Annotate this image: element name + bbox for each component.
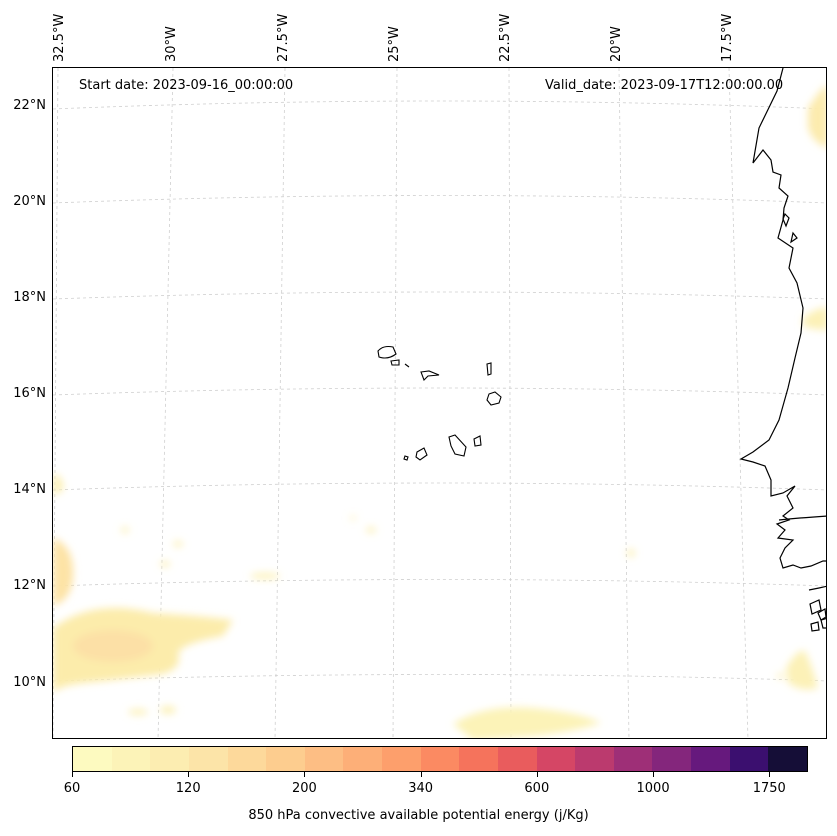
lat-label-22n: 22°N — [13, 98, 46, 113]
colorbar-segment — [304, 747, 344, 771]
lat-label-18n: 18°N — [13, 290, 46, 305]
colorbar-tick — [536, 772, 538, 777]
colorbar-tick-label: 340 — [408, 781, 434, 796]
cape-west-small — [53, 473, 64, 496]
lon-label-17-5w: 17.5°W — [720, 13, 735, 62]
colorbar-tick — [72, 772, 73, 777]
colorbar — [72, 746, 808, 772]
colorbar-tick — [769, 772, 771, 777]
colorbar-segment — [536, 747, 576, 771]
colorbar-segment — [497, 747, 537, 771]
map-canvas — [53, 68, 826, 738]
cape-shading — [53, 85, 826, 738]
lat-label-16n: 16°N — [13, 386, 46, 401]
lon-label-22-5w: 22.5°W — [498, 13, 513, 62]
colorbar-segment — [382, 747, 421, 771]
cape-west-edge-blob — [53, 538, 74, 606]
cape-east-coast-blob — [803, 307, 826, 330]
colorbar-segment — [111, 747, 151, 771]
colorbar-segment — [188, 747, 228, 771]
lon-label-20w: 20°W — [609, 26, 624, 62]
colorbar-tick — [653, 772, 655, 777]
cape-southwest-core — [73, 630, 153, 662]
lat-label-14n: 14°N — [13, 482, 46, 497]
lon-label-30w: 30°W — [164, 26, 179, 62]
colorbar-segment — [459, 747, 498, 771]
colorbar-segment — [227, 747, 267, 771]
colorbar-segment — [73, 747, 112, 771]
colorbar-segment — [150, 747, 189, 771]
colorbar-tick — [420, 772, 422, 777]
colorbar-tick-label: 1000 — [636, 781, 670, 796]
colorbar-segment — [652, 747, 691, 771]
lat-label-12n: 12°N — [13, 578, 46, 593]
colorbar-segment — [729, 747, 769, 771]
cape-south-blob — [453, 707, 601, 738]
colorbar-segment — [343, 747, 382, 771]
colorbar-tick-label: 1750 — [752, 781, 786, 796]
colorbar-title: 850 hPa convective available potential e… — [248, 808, 589, 823]
lon-label-32-5w: 32.5°W — [52, 13, 67, 62]
valid-date-label: Valid_date: 2023-09-17T12:00:00.00 — [545, 78, 784, 93]
africa-coastline — [739, 68, 826, 632]
cape-verde-islands — [377, 345, 502, 461]
colorbar-segment — [420, 747, 460, 771]
colorbar-segment — [691, 747, 730, 771]
colorbar-tick-label: 120 — [175, 781, 201, 796]
colorbar-tick — [304, 772, 306, 777]
cape-northeast-blob — [808, 85, 826, 148]
colorbar-segment — [613, 747, 653, 771]
colorbar-segment — [575, 747, 614, 771]
start-date-label: Start date: 2023-09-16_00:00:00 — [79, 78, 294, 93]
colorbar-tick — [188, 772, 190, 777]
lon-label-25w: 25°W — [387, 26, 402, 62]
colorbar-tick-label: 60 — [63, 781, 81, 796]
lat-label-10n: 10°N — [13, 675, 46, 690]
map-panel[interactable] — [52, 67, 827, 739]
lat-label-20n: 20°N — [13, 194, 46, 209]
cape-southeast-blob — [786, 650, 818, 690]
colorbar-tick-label: 600 — [524, 781, 550, 796]
lon-label-27-5w: 27.5°W — [276, 13, 291, 62]
colorbar-segment — [768, 747, 807, 771]
colorbar-segment — [266, 747, 305, 771]
colorbar-tick-label: 200 — [291, 781, 317, 796]
